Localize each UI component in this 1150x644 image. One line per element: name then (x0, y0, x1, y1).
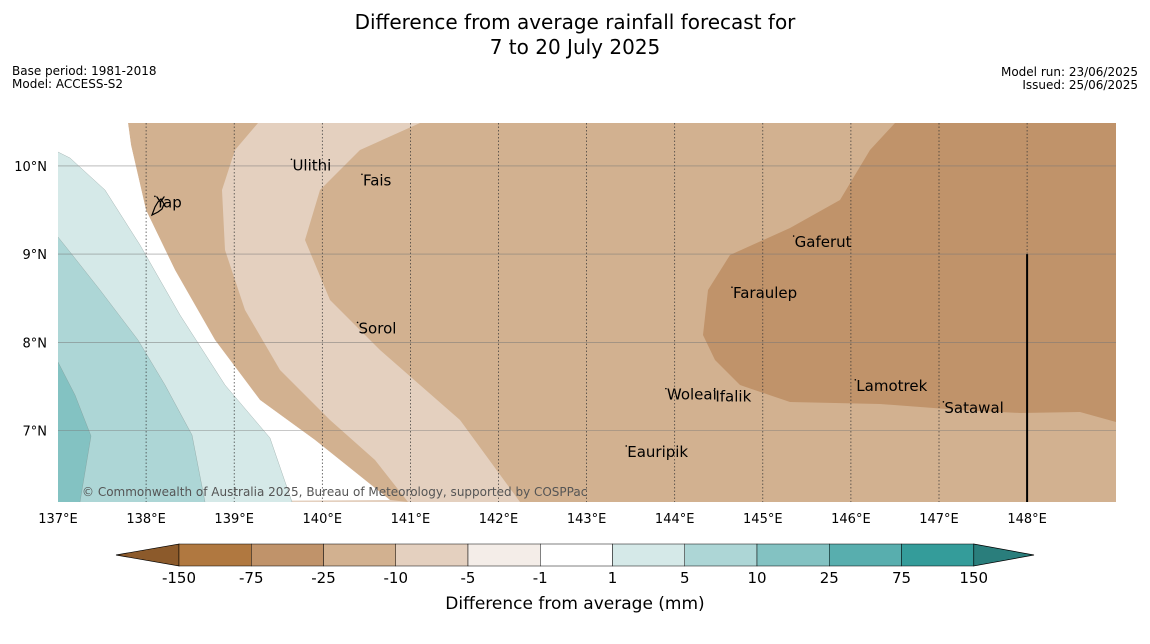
colorbar-tick-label: -10 (384, 569, 409, 587)
longitude-tick-label: 140°E (303, 512, 343, 527)
colorbar-segment (323, 543, 396, 567)
yap-island-outline (150, 198, 165, 217)
meta-left: Base period: 1981-2018 Model: ACCESS-S2 (12, 65, 157, 91)
longitude-tick-label: 137°E (38, 512, 78, 527)
map-title: Difference from average rainfall forecas… (0, 10, 1150, 60)
place-label-faraulep: Faraulep (733, 284, 797, 302)
place-label-ifalik: Ifalik (715, 387, 751, 405)
place-marker (154, 195, 156, 198)
colorbar-tick-label: 10 (747, 569, 766, 587)
place-marker (731, 286, 733, 289)
colorbar-min-extension (115, 543, 180, 567)
place-label-yap: Yap (155, 193, 182, 211)
model-run-text: Model run: 23/06/2025 (1000, 65, 1138, 79)
colorbar-segment (395, 543, 469, 567)
longitude-tick-label: 145°E (743, 512, 783, 527)
place-marker (854, 379, 857, 381)
longitude-tick-label: 143°E (567, 512, 607, 527)
colorbar-label: Difference from average (mm) (445, 594, 705, 614)
colorbar-segment (829, 543, 902, 567)
place-marker (713, 389, 716, 392)
model-text: Model: ACCESS-S2 (12, 77, 124, 91)
title-line-1: Difference from average rainfall forecas… (354, 10, 796, 34)
colorbar-tick-label: 1 (608, 569, 618, 587)
longitude-tick-label: 142°E (479, 512, 519, 527)
place-marker (792, 235, 795, 237)
longitude-tick-label: 146°E (831, 512, 871, 527)
place-label-eauripik: Eauripik (627, 443, 688, 461)
longitude-tick-label: 144°E (655, 512, 695, 527)
contour-band-plus5-to-plus10 (58, 237, 205, 502)
colorbar-tick-label: -150 (162, 569, 196, 587)
place-marker (361, 173, 363, 176)
colorbar-tick-label: 25 (820, 569, 839, 587)
colorbar-tick-label: -1 (533, 569, 548, 587)
contour-band-minus25-to-minus75 (703, 123, 1116, 422)
place-label-gaferut: Gaferut (795, 233, 852, 251)
longitude-tick-label: 139°E (214, 512, 254, 527)
place-marker (942, 401, 945, 403)
place-marker (356, 321, 359, 324)
place-marker (625, 445, 628, 447)
colorbar-max-extension (973, 543, 1035, 567)
longitude-tick-label: 147°E (919, 512, 959, 527)
latitude-tick-label: 8°N (23, 336, 48, 351)
longitude-tick-label: 138°E (126, 512, 166, 527)
colorbar-tick-label: -5 (461, 569, 476, 587)
colorbar-segment (756, 543, 830, 567)
contour-layer (58, 123, 1116, 502)
longitude-tick-labels: 137°E 138°E 139°E 140°E 141°E 142°E 143°E 144°E… (38, 512, 1047, 527)
colorbar-segment (901, 543, 974, 567)
meta-right: Model run: 23/06/2025 Issued: 25/06/2025 (1001, 66, 1138, 92)
colorbar-tick-label: 75 (892, 569, 911, 587)
place-label-lamotrek: Lamotrek (856, 377, 927, 395)
place-label-woleai: Woleai (667, 386, 717, 404)
place-label-satawal: Satawal (944, 399, 1003, 417)
contour-band-plus10-to-plus25 (58, 362, 91, 502)
colorbar-segment (684, 543, 758, 567)
colorbar: -150 -75 -25 -10 -5 -1 1 5 10 25 75 150 (115, 543, 1035, 587)
colorbar-segment (178, 543, 252, 567)
latitude-tick-labels: 10°N 9°N 8°N 7°N (14, 160, 47, 440)
issued-text: Issued: 25/06/2025 (1022, 78, 1138, 92)
latitude-tick-label: 9°N (23, 248, 48, 263)
place-label-sorol: Sorol (359, 319, 397, 337)
latitude-tick-label: 10°N (14, 160, 47, 175)
copyright-text: © Commonwealth of Australia 2025, Bureau… (82, 485, 587, 499)
colorbar-segment (540, 543, 613, 567)
latitude-tick-label: 7°N (23, 425, 48, 440)
title-line-2: 7 to 20 July 2025 (489, 35, 661, 59)
colorbar-segment (612, 543, 685, 567)
colorbar-tick-label: -25 (311, 569, 336, 587)
base-period-text: Base period: 1981-2018 (12, 64, 157, 78)
place-labels: Ulithi Fais Yap Gaferut Faraulep Sorol WoleaiI… (154, 156, 1004, 461)
colorbar-segment (467, 543, 541, 567)
gridlines (58, 123, 1116, 502)
colorbar-segment (251, 543, 324, 567)
colorbar-tick-label: 150 (959, 569, 988, 587)
place-label-ulithi: Ulithi (292, 156, 331, 174)
longitude-tick-label: 141°E (391, 512, 431, 527)
place-label-fais: Fais (363, 171, 392, 189)
colorbar-tick-label: 5 (680, 569, 690, 587)
colorbar-tick-label: -75 (239, 569, 264, 587)
place-marker (665, 387, 667, 390)
place-marker (290, 158, 293, 161)
longitude-tick-label: 148°E (1007, 512, 1047, 527)
